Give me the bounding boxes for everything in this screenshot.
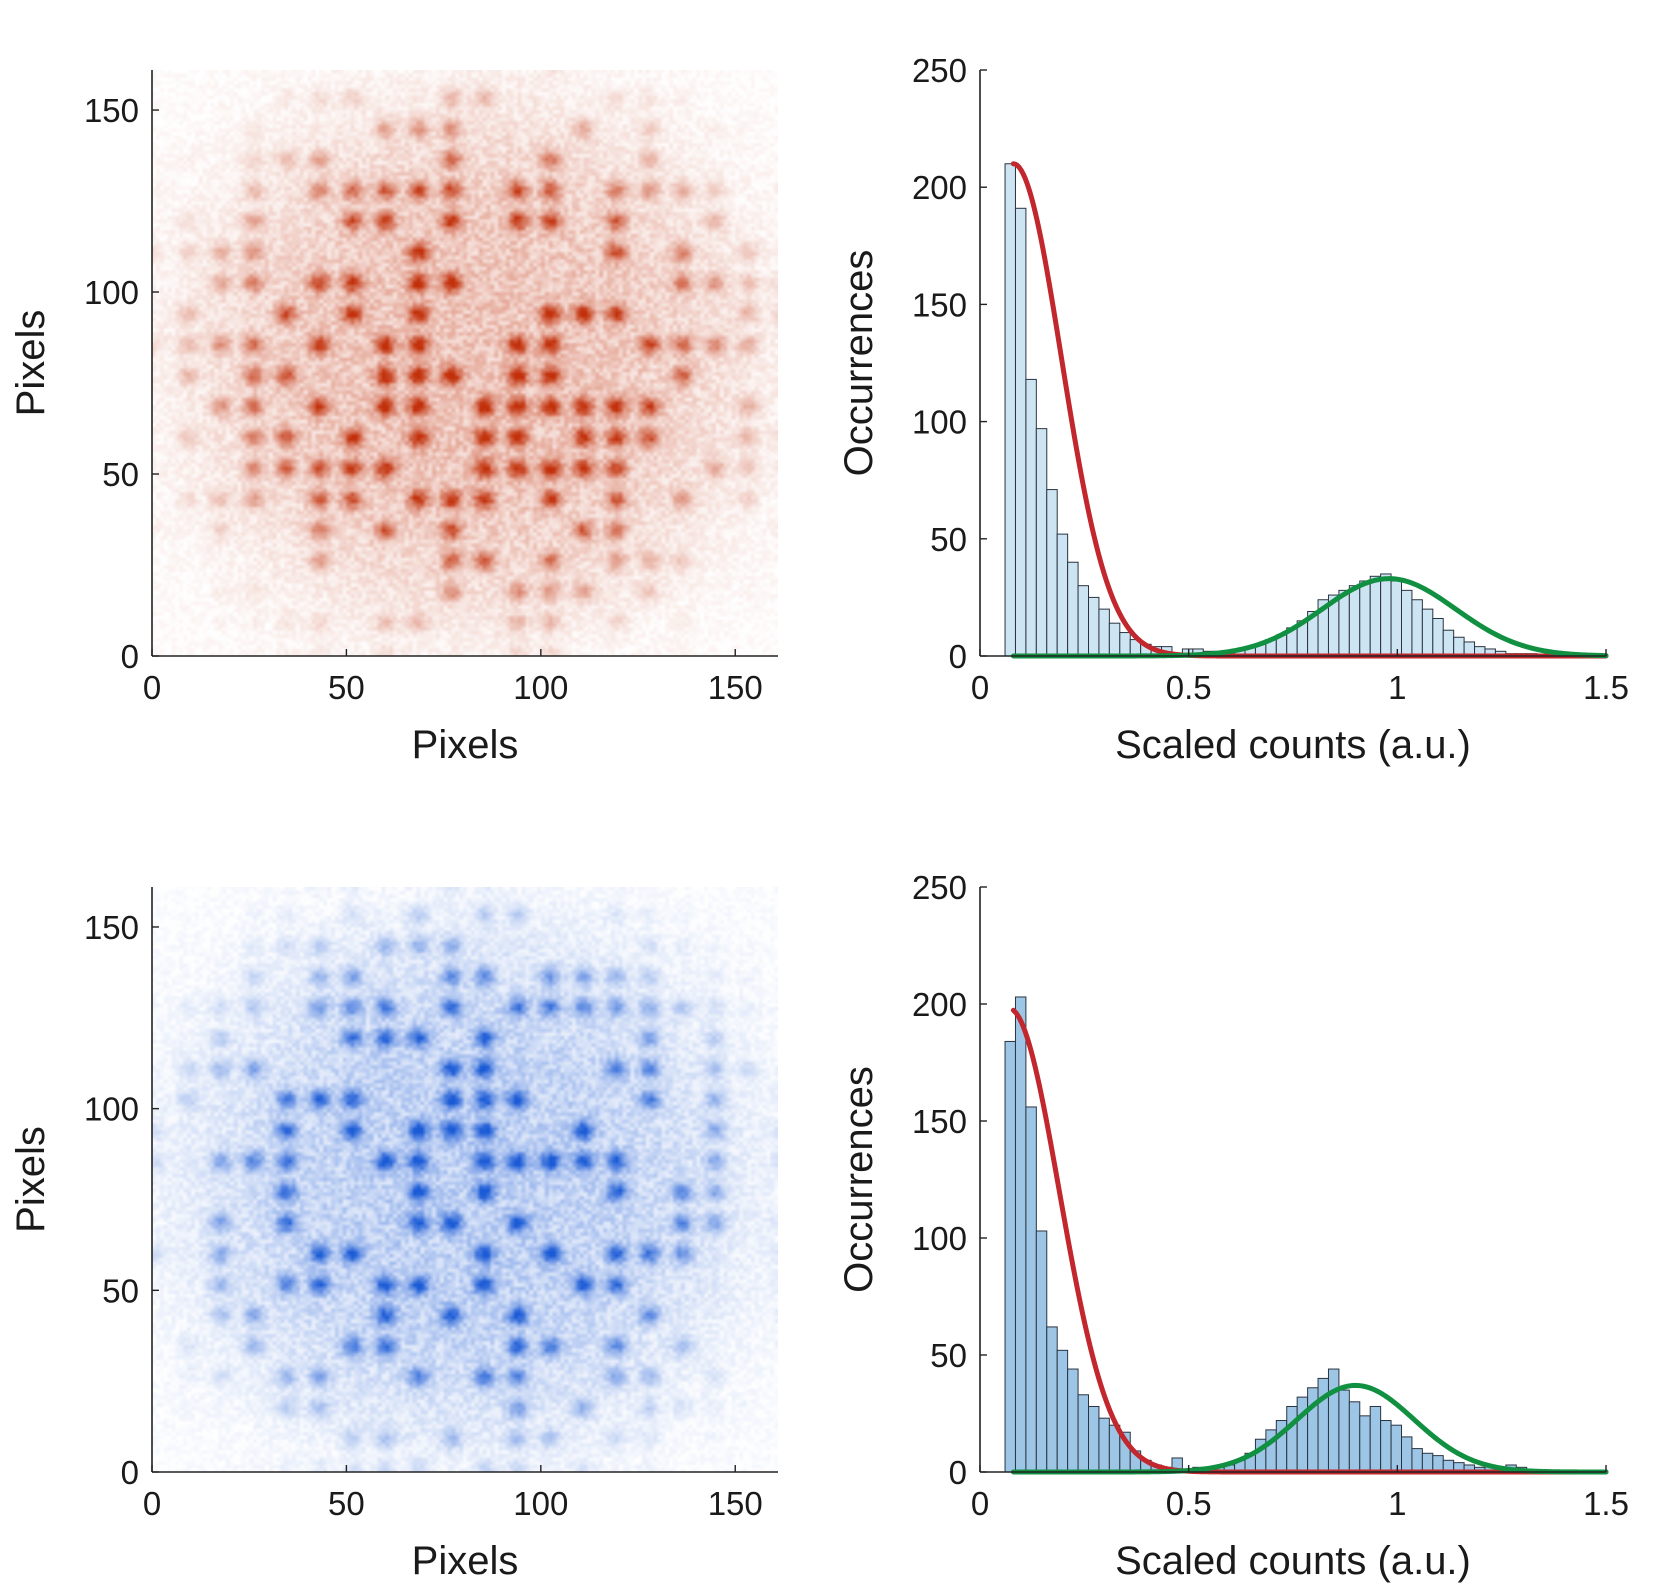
y-axis-title: Occurrences xyxy=(837,250,881,477)
histogram-bar xyxy=(1108,622,1121,657)
histogram-panel: 0 0.5 1 1.5 0 50 100 150 200 250 Scaled counts (a.… xyxy=(837,52,1629,767)
y-tick-label: 100 xyxy=(84,1091,139,1128)
histogram-bar xyxy=(1067,561,1079,657)
histogram-bar xyxy=(1421,1452,1434,1473)
x-axis-title: Pixels xyxy=(412,1539,519,1583)
y-tick-label: 150 xyxy=(912,1103,967,1140)
histogram-bar xyxy=(1046,489,1058,657)
histogram-bar xyxy=(1014,207,1027,657)
atom-density-image xyxy=(152,887,778,1472)
histogram-bar xyxy=(1359,580,1371,657)
histogram-bar xyxy=(1004,163,1016,657)
histogram-bar xyxy=(1369,1405,1382,1473)
histogram-bar xyxy=(1401,589,1413,657)
y-axis-title: Pixels xyxy=(9,1126,53,1233)
y-tick-label: 250 xyxy=(912,52,967,89)
histogram-bar xyxy=(1401,1436,1413,1473)
x-tick-label: 100 xyxy=(513,1485,568,1522)
histogram-bar xyxy=(1025,378,1037,657)
y-tick-label: 150 xyxy=(912,286,967,323)
histogram-bar xyxy=(1088,596,1100,657)
histogram-bar xyxy=(1411,1448,1423,1473)
histogram-bar xyxy=(1286,1405,1298,1473)
histogram-bar xyxy=(1432,617,1444,657)
histogram-bar xyxy=(1056,533,1069,657)
histogram-bar xyxy=(1369,575,1382,657)
histogram-bar xyxy=(1421,608,1434,657)
histogram-bar xyxy=(1098,1417,1110,1473)
histogram-bar xyxy=(1348,585,1361,657)
y-tick-label: 0 xyxy=(949,638,967,675)
histogram-bar xyxy=(1348,1401,1361,1473)
atom-density-image xyxy=(152,70,778,656)
y-tick-label: 100 xyxy=(912,404,967,441)
x-tick-label: 100 xyxy=(513,669,568,706)
x-tick-label: 0 xyxy=(143,669,161,706)
y-tick-label: 0 xyxy=(121,1454,139,1491)
x-axis-title: Scaled counts (a.u.) xyxy=(1115,723,1471,767)
y-tick-label: 150 xyxy=(84,909,139,946)
histogram-bar xyxy=(1411,599,1423,657)
x-tick-label: 0.5 xyxy=(1166,669,1212,706)
atom-image-panel: 0 50 100 150 0 50 100 150 Pixels Pixels xyxy=(9,70,778,767)
histogram-bar xyxy=(1380,1420,1392,1473)
histogram-bar xyxy=(1327,1368,1340,1473)
y-axis-title: Occurrences xyxy=(837,1066,881,1293)
y-tick-label: 200 xyxy=(912,986,967,1023)
histogram-bar xyxy=(1380,573,1392,657)
y-tick-label: 50 xyxy=(102,456,139,493)
y-tick-label: 0 xyxy=(949,1454,967,1491)
x-tick-label: 1.5 xyxy=(1583,669,1629,706)
histogram-bar xyxy=(1453,636,1465,657)
x-tick-label: 50 xyxy=(328,1485,365,1522)
histogram-bar xyxy=(1442,629,1455,657)
x-tick-label: 1 xyxy=(1388,1485,1406,1522)
y-axis-title: Pixels xyxy=(9,310,53,417)
x-tick-label: 0 xyxy=(971,669,989,706)
y-tick-label: 50 xyxy=(102,1272,139,1309)
x-tick-label: 0 xyxy=(971,1485,989,1522)
histogram-bar xyxy=(1359,1415,1371,1473)
histogram-bar xyxy=(1077,1394,1090,1473)
y-tick-label: 100 xyxy=(84,274,139,311)
x-axis-title: Pixels xyxy=(412,723,519,767)
histogram-bar xyxy=(1119,632,1131,657)
histogram-bar xyxy=(1077,585,1090,657)
atom-image-panel: 0 50 100 150 0 50 100 150 Pixels Pixels xyxy=(9,887,778,1583)
y-tick-label: 200 xyxy=(912,169,967,206)
histogram-bar xyxy=(1035,1230,1048,1473)
y-tick-label: 0 xyxy=(121,638,139,675)
histogram-bar xyxy=(1025,1106,1037,1473)
histogram-bar xyxy=(1390,580,1403,657)
x-tick-label: 1.5 xyxy=(1583,1485,1629,1522)
y-tick-label: 150 xyxy=(84,92,139,129)
histogram-bar xyxy=(1088,1405,1100,1473)
y-tick-label: 50 xyxy=(930,1337,967,1374)
x-tick-label: 1 xyxy=(1388,669,1406,706)
x-tick-label: 0 xyxy=(143,1485,161,1522)
histogram-panel: 0 0.5 1 1.5 0 50 100 150 200 250 Scaled counts (a.… xyxy=(837,869,1629,1583)
histogram-bar xyxy=(1067,1368,1079,1473)
histogram-bar xyxy=(1098,608,1110,657)
y-tick-label: 100 xyxy=(912,1220,967,1257)
histogram-bar xyxy=(1338,1389,1350,1473)
x-tick-label: 150 xyxy=(708,669,763,706)
x-tick-label: 150 xyxy=(708,1485,763,1522)
histogram-bar xyxy=(1046,1326,1058,1473)
histogram-bar xyxy=(1056,1349,1069,1473)
y-tick-label: 50 xyxy=(930,521,967,558)
histogram-bar xyxy=(1390,1424,1403,1473)
x-tick-label: 0.5 xyxy=(1166,1485,1212,1522)
gaussian-fit-line xyxy=(1010,161,1609,659)
x-axis-title: Scaled counts (a.u.) xyxy=(1115,1539,1471,1583)
histogram-bar xyxy=(1338,589,1350,657)
histogram-bar xyxy=(1035,428,1048,657)
y-tick-label: 250 xyxy=(912,869,967,906)
histogram-bar xyxy=(1014,996,1027,1473)
x-tick-label: 50 xyxy=(328,669,365,706)
histogram-bar xyxy=(1004,1040,1016,1473)
